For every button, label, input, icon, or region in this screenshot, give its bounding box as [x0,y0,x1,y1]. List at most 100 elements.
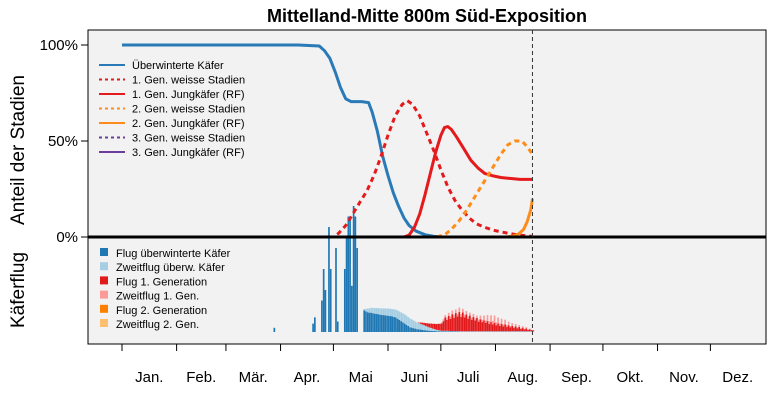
flight-bar [423,322,425,326]
flight-bar [419,323,422,330]
flight-bar [456,316,459,332]
flight-bar [363,310,366,332]
flight-bar [449,316,452,319]
flight-bar [449,318,452,332]
flight-bar [495,325,498,332]
flight-bar [498,323,501,326]
flight-bar [351,285,353,332]
flight-bar [425,325,427,331]
flight-bar [463,314,466,318]
flight-bar [402,313,404,323]
flight-bar [454,312,457,332]
flight-bar [444,330,447,332]
flight-bar [513,326,515,328]
flight-bar [461,312,464,332]
flight-bar [389,308,392,317]
flight-bar [421,322,424,325]
flight-bar [435,324,438,330]
flight-bar [421,329,424,332]
flight-bar [433,329,436,332]
flight-bar [393,317,395,332]
flight-bar [379,314,381,332]
flight-bar [426,326,429,331]
x-tick-label: Feb. [186,369,216,386]
flight-bar [440,330,443,332]
flight-bar [486,315,489,322]
flight-bar [432,331,434,332]
flight-bar [442,319,445,322]
legend-swatch [100,319,108,327]
legend-label: Zweitflug 2. Gen. [116,319,199,331]
flight-bar [437,331,440,332]
flight-bar [470,319,473,332]
flight-bar [486,321,489,332]
legend-flight: Flug überwinterte Käfer Zweitflug überw. … [100,248,231,331]
legend-label: 2. Gen. weisse Stadien [132,104,245,116]
flight-bar [484,320,487,323]
flight-bar [407,325,410,332]
flight-bar [477,319,480,322]
x-tick-label: Apr. [294,369,321,386]
flight-bar [365,308,367,312]
flight-bar [430,323,432,328]
flight-bar [435,331,438,332]
flight-bar [405,315,408,325]
flight-bar [398,311,401,320]
flight-bar [386,308,388,316]
flight-bar [386,315,388,332]
legend-label: Flug 2. Generation [116,305,207,317]
x-tick-label: Okt. [616,369,644,386]
flight-bar [347,216,350,332]
flight-bar [472,316,475,332]
flight-bar [521,327,524,332]
flight-bar [430,327,432,331]
flight-bar [497,317,499,324]
flight-bar [409,327,411,332]
flight-bar [409,318,411,328]
legend-label: Flug überwinterte Käfer [116,248,231,260]
flight-bar [410,319,413,328]
flight-bar [400,321,403,332]
flight-bar [273,327,276,332]
flight-bar [484,322,487,332]
flight-bar [382,315,385,332]
flight-bar [467,318,469,332]
x-tick-label: Dez. [722,369,753,386]
flight-bar [516,328,519,332]
flight-bar [395,309,397,318]
flight-bar [380,314,383,332]
flight-bar [428,323,431,328]
flight-bar [444,315,447,318]
flight-bar [491,320,494,325]
flight-bar [426,330,429,332]
flight-bar [442,321,445,331]
flight-bar [396,318,399,332]
x-tick-label: Jan. [135,369,163,386]
flight-bar [363,309,366,311]
flight-bar [377,308,380,315]
flight-bar [454,309,457,313]
flight-bar [470,317,473,320]
flight-bar [446,330,448,332]
flight-bar [400,312,403,322]
flight-bar [502,326,505,332]
legend-label: Überwinterte Käfer [132,60,224,72]
flight-bar [439,330,441,332]
flight-bar [488,324,491,332]
flight-bar [432,323,434,329]
axes: 0% 50% 100% Jan. Feb. Mär. Apr. Mai Juni Juli Aug.… [40,30,766,386]
flight-bar [440,323,443,331]
flight-bar [379,308,381,315]
flight-bar [500,324,503,332]
flight-bar [391,309,394,317]
flight-bar [433,323,436,330]
flight-bar [414,328,417,332]
flight-bar [373,308,376,314]
flight-bar [477,321,480,332]
flight-bar [442,330,445,332]
series-line [122,99,533,239]
flight-bar [384,308,387,316]
legend-swatch [100,276,108,285]
legend-swatch [100,290,108,299]
flight-bar [435,329,438,332]
